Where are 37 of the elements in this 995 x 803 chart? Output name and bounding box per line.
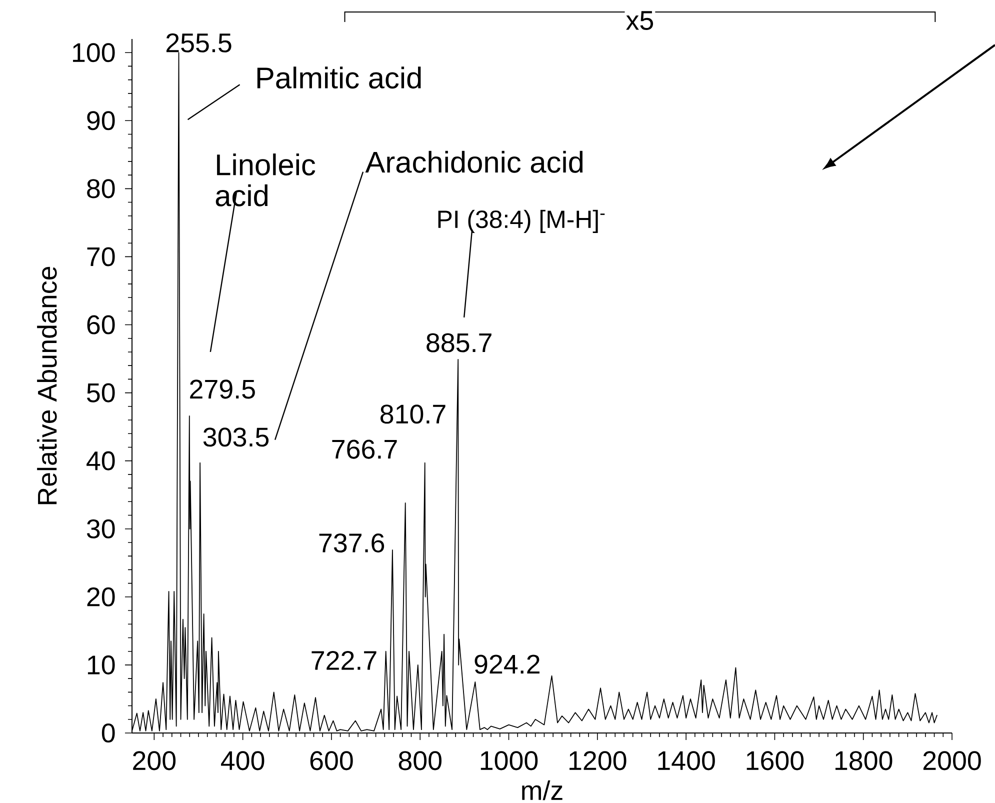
y-tick-label: 20 [87, 587, 115, 606]
annotation: 885.7 [426, 333, 492, 352]
annotation: Arachidonic acid [365, 150, 583, 173]
y-tick-label: 60 [87, 315, 115, 334]
y-tick-label: 30 [86, 519, 115, 538]
x-tick-label: 600 [310, 751, 353, 770]
y-tick-label: 50 [87, 383, 115, 402]
annotation: PI (38:4) [M-H]$^{-}$ [438, 210, 605, 234]
text: x5 [626, 11, 654, 30]
y-tick-label: 40 [86, 451, 115, 470]
y-tick-label: 70 [87, 247, 115, 266]
y-tick-label: 80 [87, 179, 115, 198]
y-tick-label: 0 [102, 723, 115, 743]
annotation: Palmitic acid [257, 66, 421, 89]
annotation: 737.6 [319, 533, 384, 552]
annotation: 924.2 [474, 654, 540, 674]
annotation: 810.7 [380, 404, 446, 424]
x-tick-label: 1000 [480, 751, 538, 770]
annotation: 722.7 [312, 650, 376, 670]
x-tick-label: 1200 [570, 751, 626, 770]
x-tick-label: 400 [221, 751, 264, 770]
annotation: Linoleic acid [216, 154, 316, 206]
annotation: 279.5 [190, 380, 255, 399]
x-tick-label: 800 [398, 751, 442, 770]
x-tick-label: 1600 [746, 751, 804, 770]
annotation: 303.5 [203, 428, 269, 447]
x-tick-label: 200 [133, 751, 176, 770]
y-axis-title: Relative Abundance [37, 266, 57, 504]
x-tick-label: 1800 [835, 751, 892, 770]
annotation: 255.5 [166, 33, 232, 52]
x-axis-title: m/z [522, 780, 562, 800]
x-tick-label: 1400 [658, 751, 715, 770]
y-tick-label: 10 [88, 655, 115, 674]
x-tick-label: 2000 [923, 751, 981, 770]
y-tick-label: 90 [87, 111, 115, 130]
y-tick-label: 100 [73, 43, 115, 62]
annotation: 766.7 [332, 440, 397, 459]
